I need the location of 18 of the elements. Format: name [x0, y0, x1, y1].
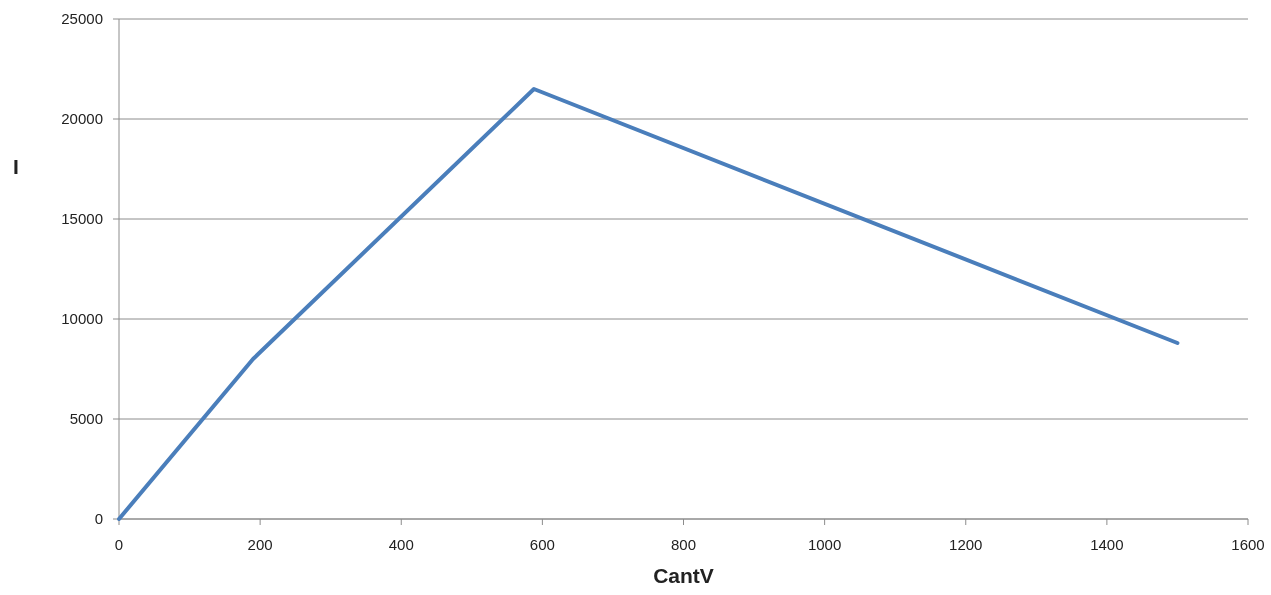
x-tick-label: 1200 [949, 536, 983, 553]
y-axis-title: I [13, 155, 19, 178]
x-tick-label: 600 [529, 536, 555, 553]
y-tick-label: 10000 [61, 310, 103, 328]
x-tick-label: 400 [388, 536, 414, 553]
x-tick-label: 1400 [1090, 536, 1124, 553]
x-tick-label: 1600 [1231, 536, 1265, 553]
y-tick-label: 20000 [61, 110, 103, 128]
y-tick-label: 0 [94, 510, 103, 528]
y-tick-label: 15000 [61, 210, 103, 228]
line-series [117, 87, 1180, 521]
x-tick-label: 0 [114, 536, 124, 553]
x-axis-title: CantV [653, 564, 714, 587]
x-tick-label: 200 [247, 536, 273, 553]
x-tick-label: 800 [670, 536, 697, 553]
y-tick-label: 5000 [69, 410, 103, 428]
y-tick-label: 25000 [61, 10, 103, 28]
x-tick-label: 1000 [807, 536, 842, 553]
